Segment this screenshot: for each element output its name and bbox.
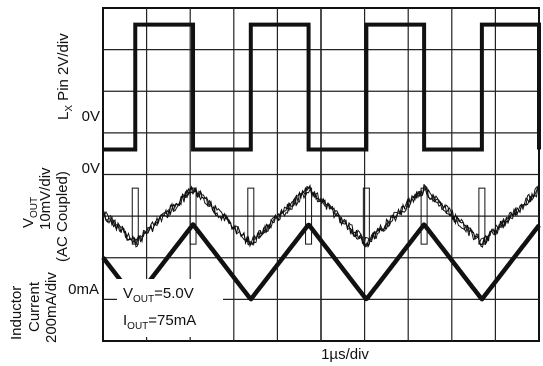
vout-channel-label: VOUT [20, 197, 40, 228]
vout-scale-label: 10mV/div [37, 167, 54, 230]
inductor-current-label-line1: Inductor [8, 286, 25, 340]
vout-switching-spike [362, 187, 370, 245]
inductor-current-label-line3: 200mA/div [43, 272, 60, 343]
inductor-current-triangle [101, 222, 541, 302]
annotation-box [117, 279, 223, 337]
lx-zero-label: 0V [82, 108, 100, 125]
vout-switching-spike [420, 187, 428, 245]
vout-ripple-trace [102, 183, 539, 248]
annotation-iout: IOUT=75mA [123, 312, 196, 332]
lx-square-wave [103, 22, 541, 152]
inductor-current-zero-label: 0mA [68, 281, 99, 298]
vout-switching-spike [247, 187, 255, 245]
waveform-traces [101, 22, 541, 302]
x-axis-label: 1µs/div [321, 346, 369, 363]
inductor-current-label-line2: Current [26, 281, 43, 332]
vout-switching-spike [189, 187, 197, 245]
vout-ripple-trace [102, 185, 539, 248]
annotation-vout: VOUT=5.0V [123, 285, 194, 305]
vout-coupling-label: (AC Coupled) [54, 171, 71, 262]
vout-switching-spike [131, 187, 139, 245]
vout-switching-spike [478, 187, 486, 245]
lx-channel-label: LX Pin 2V/div [55, 33, 75, 120]
vout-zero-label: 0V [82, 160, 100, 177]
vout-switching-spike [305, 187, 313, 245]
